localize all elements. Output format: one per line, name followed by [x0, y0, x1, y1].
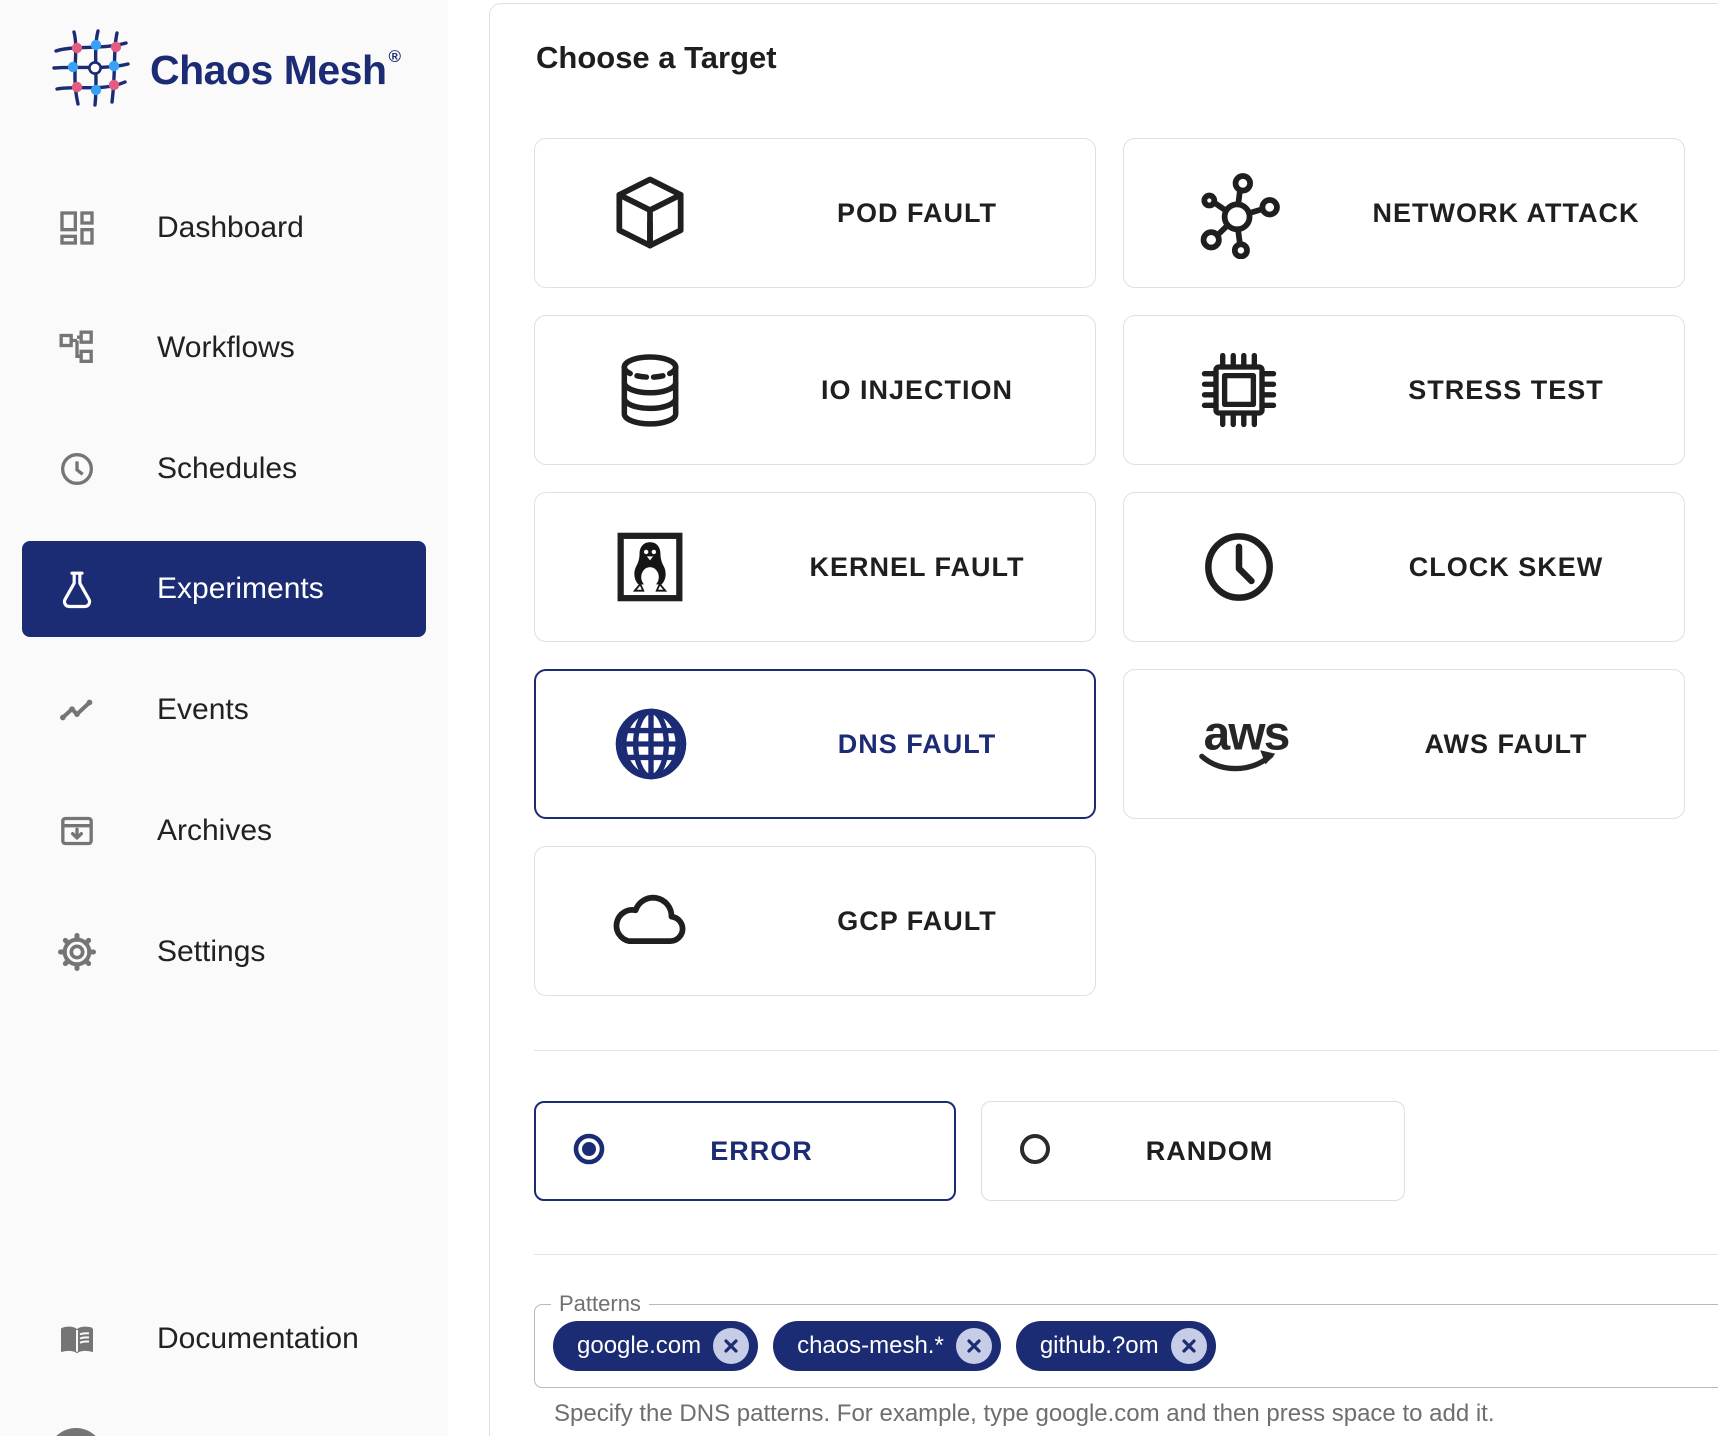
sidebar-item-events[interactable]: Events [22, 662, 426, 758]
pattern-chip[interactable]: google.com [553, 1321, 759, 1371]
cloud-icon [535, 875, 765, 967]
brand-logo: Chaos Mesh ® [44, 22, 401, 119]
sidebar-item-label: Experiments [157, 572, 324, 605]
brand-name: Chaos Mesh [150, 47, 387, 93]
pattern-chip-text: google.com [577, 1332, 702, 1359]
sidebar-item-dashboard[interactable]: Dashboard [22, 180, 426, 276]
sidebar: Chaos Mesh ® Dashboard Workflo [0, 0, 448, 1436]
chip-close-icon[interactable] [1170, 1328, 1207, 1364]
target-card-kernel-fault[interactable]: KERNEL FAULT [534, 492, 1096, 642]
mesh-logo-icon [44, 22, 136, 119]
network-hub-icon [1124, 167, 1354, 259]
events-chart-icon [57, 690, 97, 730]
linux-penguin-icon [535, 521, 765, 613]
cpu-chip-icon [1124, 344, 1354, 436]
radio-selected-icon [569, 1129, 609, 1174]
target-card-clock-skew[interactable]: CLOCK SKEW [1123, 492, 1685, 642]
scope-options-row: ERROR RANDOM [534, 1101, 1405, 1201]
sidebar-item-label: Archives [157, 814, 273, 847]
scope-option-label: ERROR [710, 1135, 813, 1166]
target-card-io-injection[interactable]: IO INJECTION [534, 315, 1096, 465]
pod-cube-icon [535, 167, 765, 259]
workflows-icon [57, 328, 97, 368]
target-card-pod-fault[interactable]: POD FAULT [534, 138, 1096, 288]
patterns-label: Patterns [551, 1291, 649, 1317]
sidebar-item-experiments[interactable]: Experiments [22, 541, 426, 637]
archives-box-icon [57, 811, 97, 851]
target-card-dns-fault[interactable]: DNS FAULT [534, 669, 1096, 819]
chip-close-icon[interactable] [713, 1328, 750, 1364]
section-divider [534, 1254, 1718, 1255]
bottom-avatar-circle[interactable] [48, 1428, 104, 1436]
sidebar-item-schedules[interactable]: Schedules [22, 421, 426, 517]
settings-gear-icon [57, 932, 97, 972]
scope-option-random[interactable]: RANDOM [981, 1101, 1405, 1201]
target-card-gcp-fault[interactable]: GCP FAULT [534, 846, 1096, 996]
pattern-chip[interactable]: chaos-mesh.* [773, 1321, 1001, 1371]
sidebar-item-workflows[interactable]: Workflows [22, 300, 426, 396]
target-card-label: AWS FAULT [1424, 728, 1588, 759]
target-card-label: GCP FAULT [837, 905, 997, 936]
sidebar-item-label: Workflows [157, 331, 295, 364]
radio-unselected-icon [1015, 1129, 1055, 1174]
chip-close-icon[interactable] [955, 1328, 992, 1364]
scope-option-label: RANDOM [1145, 1135, 1274, 1166]
pattern-chip-text: chaos-mesh.* [797, 1332, 944, 1359]
sidebar-item-label: Schedules [157, 452, 298, 485]
svg-text:aws: aws [1204, 707, 1289, 760]
registered-mark: ® [388, 46, 402, 66]
choose-target-panel: Choose a Target POD FAULT [489, 3, 1718, 1436]
target-card-label: IO INJECTION [820, 374, 1014, 405]
database-icon [535, 344, 765, 436]
target-card-aws-fault[interactable]: aws AWS FAULT [1123, 669, 1685, 819]
patterns-helper-text: Specify the DNS patterns. For example, t… [554, 1400, 1495, 1427]
target-grid: POD FAULT NETWORK ATT [534, 138, 1685, 996]
scope-option-error[interactable]: ERROR [534, 1101, 956, 1201]
target-card-label: KERNEL FAULT [809, 551, 1025, 582]
patterns-input[interactable]: Patterns google.com chaos-mesh.* [534, 1291, 1718, 1388]
target-card-label: DNS FAULT [837, 728, 997, 759]
dashboard-icon [57, 208, 97, 248]
target-card-label: STRESS TEST [1408, 374, 1604, 405]
sidebar-item-documentation[interactable]: Documentation [22, 1291, 426, 1387]
clock-icon [1124, 521, 1354, 613]
globe-icon [536, 698, 766, 790]
section-divider [534, 1050, 1718, 1051]
target-card-label: POD FAULT [837, 197, 997, 228]
sidebar-item-label: Events [157, 693, 249, 726]
documentation-book-icon [57, 1319, 97, 1359]
page-title: Choose a Target [536, 40, 777, 75]
sidebar-item-label: Dashboard [157, 211, 304, 244]
patterns-chip-list: google.com chaos-mesh.* [553, 1321, 1216, 1371]
pattern-chip[interactable]: github.?om [1015, 1321, 1216, 1371]
aws-logo-icon: aws [1124, 698, 1354, 790]
pattern-chip-text: github.?om [1039, 1332, 1159, 1359]
sidebar-item-archives[interactable]: Archives [22, 783, 426, 879]
schedules-clock-icon [57, 449, 97, 489]
sidebar-item-settings[interactable]: Settings [22, 904, 426, 1000]
target-card-network-attack[interactable]: NETWORK ATTACK [1123, 138, 1685, 288]
sidebar-item-label: Documentation [157, 1322, 359, 1355]
experiments-flask-icon [57, 569, 97, 609]
target-card-label: CLOCK SKEW [1408, 551, 1604, 582]
target-card-label: NETWORK ATTACK [1372, 197, 1640, 228]
sidebar-item-label: Settings [157, 935, 266, 968]
target-card-stress-test[interactable]: STRESS TEST [1123, 315, 1685, 465]
